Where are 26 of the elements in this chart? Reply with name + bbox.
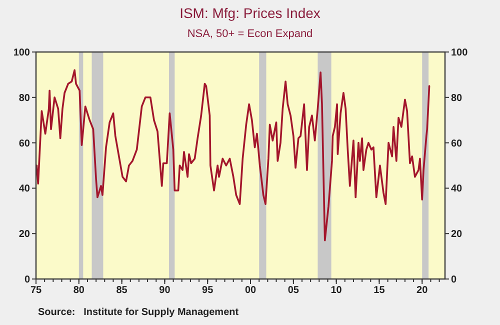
source-note: Source: Institute for Supply Management bbox=[38, 307, 240, 318]
x-tick-label: 10 bbox=[330, 285, 342, 296]
line-series bbox=[36, 69, 430, 242]
y-tick-label: 0 bbox=[24, 274, 30, 286]
x-tick-label: 90 bbox=[159, 285, 171, 296]
x-tick-label: 75 bbox=[30, 285, 42, 296]
y2-tick-label: 40 bbox=[451, 184, 463, 195]
y-tick-label: 40 bbox=[18, 184, 30, 195]
y2-tick-label: 80 bbox=[451, 92, 463, 104]
x-tick-label: 80 bbox=[73, 285, 85, 296]
y-tick-label: 60 bbox=[18, 138, 30, 150]
y2-tick-label: 100 bbox=[451, 48, 468, 58]
y-tick-label: 80 bbox=[18, 92, 30, 104]
y2-tick-label: 20 bbox=[451, 229, 463, 240]
y-tick-label: 100 bbox=[13, 48, 30, 58]
x-tick-label: 00 bbox=[244, 285, 257, 296]
x-tick-label: 85 bbox=[116, 285, 128, 296]
x-tick-label: 15 bbox=[374, 285, 386, 296]
y-tick-label: 20 bbox=[18, 229, 30, 240]
y2-tick-label: 60 bbox=[451, 138, 463, 150]
y2-tick-label: 0 bbox=[451, 274, 457, 286]
x-tick-label: 95 bbox=[202, 285, 214, 296]
chart-subtitle: NSA, 50+ = Econ Expand bbox=[187, 28, 313, 40]
x-tick-label: 05 bbox=[288, 285, 300, 296]
chart-title: ISM: Mfg: Prices Index bbox=[180, 5, 320, 21]
x-tick-label: 20 bbox=[416, 285, 428, 296]
